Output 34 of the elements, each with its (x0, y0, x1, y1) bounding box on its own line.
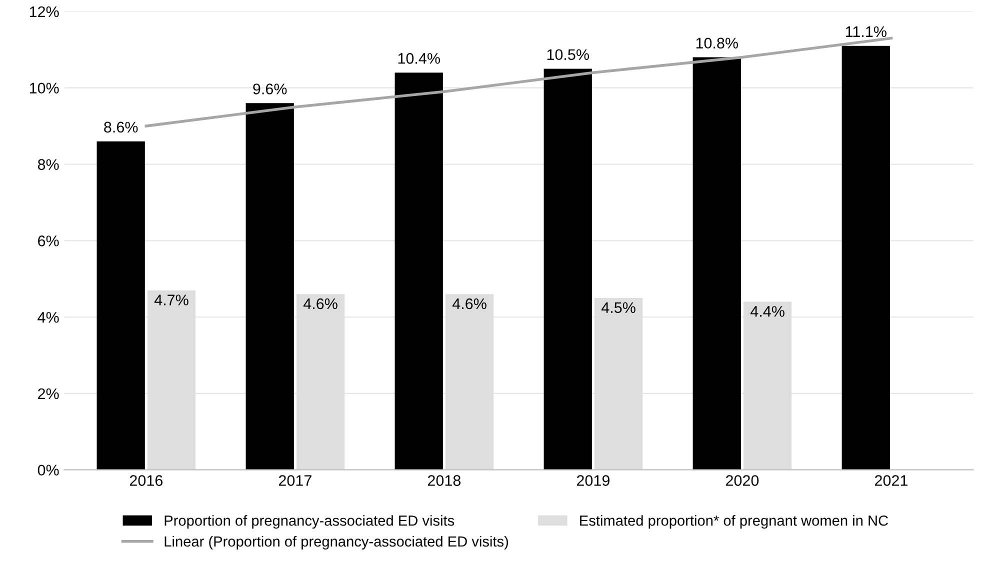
legend-label: Linear (Proportion of pregnancy-associated ED visits) (164, 536, 508, 550)
data-label: 10.4% (398, 53, 440, 64)
y-tick-label: 0% (38, 464, 59, 476)
data-label: 8.6% (104, 122, 138, 133)
y-tick-label: 10% (30, 82, 59, 94)
data-label: 4.7% (154, 294, 188, 306)
bar (246, 103, 294, 470)
data-label: 11.1% (846, 26, 886, 38)
bar (544, 68, 592, 470)
x-tick-label: 2020 (726, 475, 759, 486)
bar (394, 72, 443, 470)
data-label: 9.6% (253, 84, 287, 94)
line-series (144, 36, 893, 128)
y-tick-label: 2% (38, 388, 59, 400)
legend-label: Estimated proportion* of pregnant women in NC (580, 515, 888, 529)
data-label: 4.4% (750, 306, 784, 317)
x-tick-label: 2016 (130, 475, 162, 486)
x-tick-label: 2021 (875, 475, 908, 486)
x-tick-label: 2019 (576, 475, 610, 486)
y-tick-label: 8% (38, 159, 59, 170)
data-label: 10.5% (547, 49, 589, 60)
data-label: 4.6% (303, 298, 338, 310)
y-tick-label: 12% (30, 6, 59, 18)
data-label: 4.5% (601, 302, 636, 313)
x-tick-label: 2018 (428, 475, 461, 486)
x-tick-label: 2017 (278, 475, 312, 486)
data-label: 4.6% (452, 298, 486, 310)
data-label: 10.8% (696, 38, 738, 49)
bar (96, 141, 145, 470)
bar (842, 46, 890, 470)
y-tick-label: 6% (38, 236, 59, 246)
y-tick-label: 4% (38, 312, 59, 323)
bar (692, 57, 741, 470)
legend-label: Proportion of pregnancy-associated ED visits (164, 515, 454, 529)
